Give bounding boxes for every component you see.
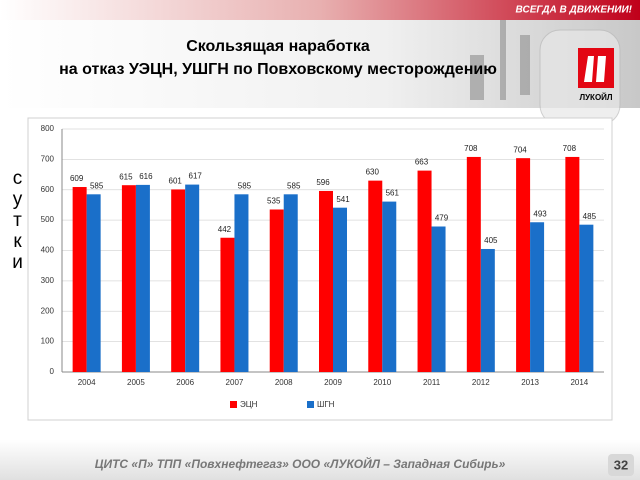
bar — [417, 170, 432, 372]
x-tick-label: 2008 — [275, 378, 293, 387]
bar — [135, 184, 150, 372]
data-label: 585 — [238, 181, 252, 190]
data-label: 708 — [464, 144, 478, 153]
chart-subtitle: на отказ УЭЦН, УШГН по Повховскому место… — [59, 61, 497, 78]
page-number: 32 — [614, 457, 628, 472]
bar — [565, 156, 580, 372]
bar — [480, 248, 495, 372]
bar — [333, 207, 347, 372]
x-tick-label: 2006 — [176, 378, 194, 387]
bar — [234, 194, 249, 372]
bar — [368, 180, 383, 372]
banner — [0, 0, 640, 20]
data-label: 616 — [139, 172, 153, 181]
footer-bg — [0, 440, 640, 480]
bar — [171, 189, 186, 372]
data-label: 405 — [484, 236, 498, 245]
y-tick-label: 100 — [41, 337, 55, 346]
y-tick-label: 800 — [41, 124, 55, 133]
x-tick-label: 2010 — [373, 378, 391, 387]
y-tick-label: 700 — [41, 154, 55, 163]
logo-text: ЛУКОЙЛ — [579, 93, 612, 102]
x-tick-label: 2007 — [226, 378, 244, 387]
data-label: 704 — [513, 145, 527, 154]
bar — [579, 224, 594, 372]
bar — [269, 209, 284, 372]
data-label: 630 — [366, 168, 380, 177]
data-label: 609 — [70, 174, 84, 183]
x-tick-label: 2005 — [127, 378, 145, 387]
data-label: 585 — [90, 181, 104, 190]
data-label: 601 — [169, 177, 183, 186]
y-tick-label: 300 — [41, 276, 55, 285]
bar — [86, 194, 101, 372]
data-label: 442 — [218, 225, 232, 234]
x-tick-label: 2013 — [521, 378, 539, 387]
bar — [530, 222, 545, 372]
data-label: 663 — [415, 158, 429, 167]
data-label: 615 — [119, 172, 133, 181]
y-tick-label: 200 — [41, 306, 55, 315]
bar — [283, 194, 298, 372]
logo — [578, 48, 614, 88]
legend-label: ШГН — [317, 400, 335, 409]
legend-swatch — [230, 401, 237, 408]
bar — [185, 184, 200, 372]
data-label: 541 — [336, 195, 350, 204]
legend-label: ЭЦН — [240, 400, 258, 409]
page-number-box — [608, 454, 634, 476]
y-tick-label: 400 — [41, 246, 55, 255]
x-tick-label: 2014 — [570, 378, 588, 387]
y-tick-label: 500 — [41, 215, 55, 224]
chart-title: Скользящая наработка — [186, 38, 370, 55]
data-label: 617 — [189, 172, 203, 181]
data-label: 485 — [583, 212, 597, 221]
data-label: 596 — [316, 178, 330, 187]
bar — [72, 187, 87, 372]
bar — [121, 185, 136, 372]
slogan: ВСЕГДА В ДВИЖЕНИИ! — [516, 5, 633, 16]
data-label: 708 — [563, 144, 577, 153]
data-label: 561 — [386, 189, 400, 198]
x-tick-label: 2004 — [78, 378, 96, 387]
bar — [319, 190, 333, 372]
bar — [431, 226, 446, 372]
footer: ЦИТС «П» ТПП «Повхнефтегаз» ООО «ЛУКОЙЛ … — [95, 455, 506, 471]
legend-swatch — [307, 401, 314, 408]
x-tick-label: 2011 — [423, 378, 441, 387]
bar — [466, 156, 481, 372]
data-label: 585 — [287, 181, 301, 190]
data-label: 479 — [435, 214, 449, 223]
bar — [220, 237, 235, 372]
y-tick-label: 600 — [41, 185, 55, 194]
y-tick-label: 0 — [50, 367, 55, 376]
data-label: 493 — [533, 209, 547, 218]
x-tick-label: 2012 — [472, 378, 490, 387]
header-bg — [0, 20, 640, 108]
data-label: 535 — [267, 197, 281, 206]
bar — [382, 201, 397, 372]
bar — [516, 158, 531, 372]
x-tick-label: 2009 — [324, 378, 342, 387]
y-axis-label: сутки — [7, 168, 28, 273]
